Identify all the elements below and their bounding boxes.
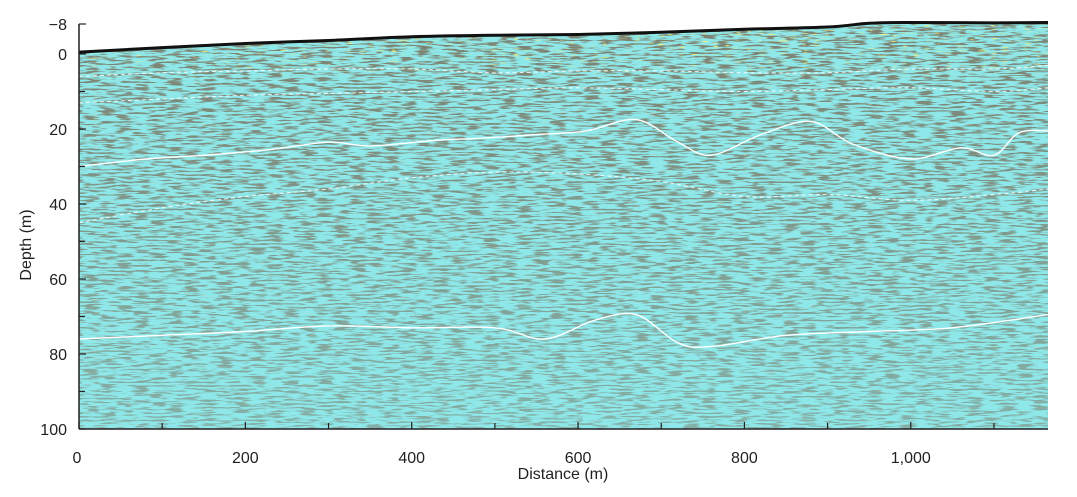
x-tick-label: 400 xyxy=(398,450,425,467)
horizon-line-1 xyxy=(79,64,1048,78)
x-tick-label: 600 xyxy=(565,450,592,467)
y-tick-label: 60 xyxy=(49,272,67,289)
y-tick-label: 20 xyxy=(49,122,67,139)
y-tick-label: 80 xyxy=(49,347,67,364)
y-tick-label: 100 xyxy=(40,422,67,439)
radargram-texture-yellow xyxy=(79,22,1048,429)
horizon-line-4 xyxy=(79,171,1048,224)
x-tick-label: 0 xyxy=(73,450,82,467)
y-tick-label: −8 xyxy=(49,17,67,34)
horizon-line-5 xyxy=(79,312,1048,348)
x-tick-label: 800 xyxy=(731,450,758,467)
horizon-line-3 xyxy=(79,118,1048,168)
y-axis-title: Depth (m) xyxy=(18,209,35,280)
radargram-image xyxy=(79,22,1048,429)
x-axis-ticks: 0 200 400 600 800 1,000 xyxy=(73,422,995,467)
horizon-line-2 xyxy=(79,87,1048,104)
y-axis-ticks: −8 0 20 40 60 80 100 xyxy=(40,17,86,439)
x-tick-label: 1,000 xyxy=(891,450,931,467)
ground-surface-line xyxy=(78,20,1049,54)
y-tick-label: 40 xyxy=(49,197,67,214)
horizon-lines xyxy=(79,64,1048,348)
x-tick-label: 200 xyxy=(232,450,259,467)
x-axis-title: Distance (m) xyxy=(518,466,609,483)
y-tick-label: 0 xyxy=(58,47,67,64)
